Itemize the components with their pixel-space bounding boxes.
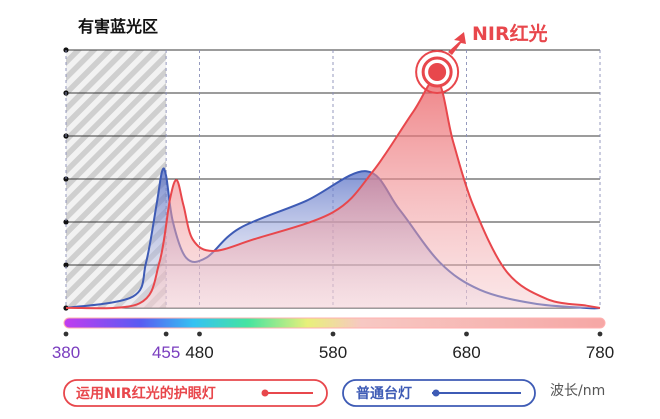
x-tick-dot — [597, 331, 603, 337]
legend-label-nir-lamp: 运用NIR红光的护眼灯 — [76, 385, 216, 402]
x-tick-label: 580 — [319, 343, 347, 362]
nir-peak-dot — [428, 63, 447, 81]
x-tick-label: 455 — [152, 343, 180, 362]
chart-title: 有害蓝光区 — [78, 17, 158, 36]
nir-arrow-icon — [448, 32, 466, 55]
x-tick-dot — [63, 331, 69, 337]
legend-label-regular-lamp: 普通台灯 — [356, 385, 412, 402]
gridline-dot — [63, 262, 69, 268]
spectrum-bar — [63, 317, 606, 329]
legend-box-nir-lamp — [63, 379, 328, 407]
series-nir-lamp-area — [66, 79, 600, 309]
x-tick-dot — [464, 331, 469, 337]
x-tick-label: 380 — [52, 343, 80, 362]
x-tick-label: 480 — [185, 343, 213, 362]
gridline-dot — [63, 219, 69, 225]
nir-annotation: NIR红光 — [472, 22, 548, 45]
series-nir-lamp-line — [65, 78, 601, 310]
x-tick-dot — [163, 331, 169, 337]
x-tick-label: 780 — [586, 343, 614, 362]
nir-peak-ring — [415, 50, 460, 94]
x-tick-dot — [330, 331, 336, 337]
legend-swatch-dot-nir — [261, 389, 269, 397]
x-tick-label: 680 — [452, 343, 480, 362]
legend-swatch-dot-regular — [432, 389, 440, 397]
x-tick-dot — [197, 331, 202, 337]
x-axis-label: 波长/nm — [550, 383, 605, 399]
